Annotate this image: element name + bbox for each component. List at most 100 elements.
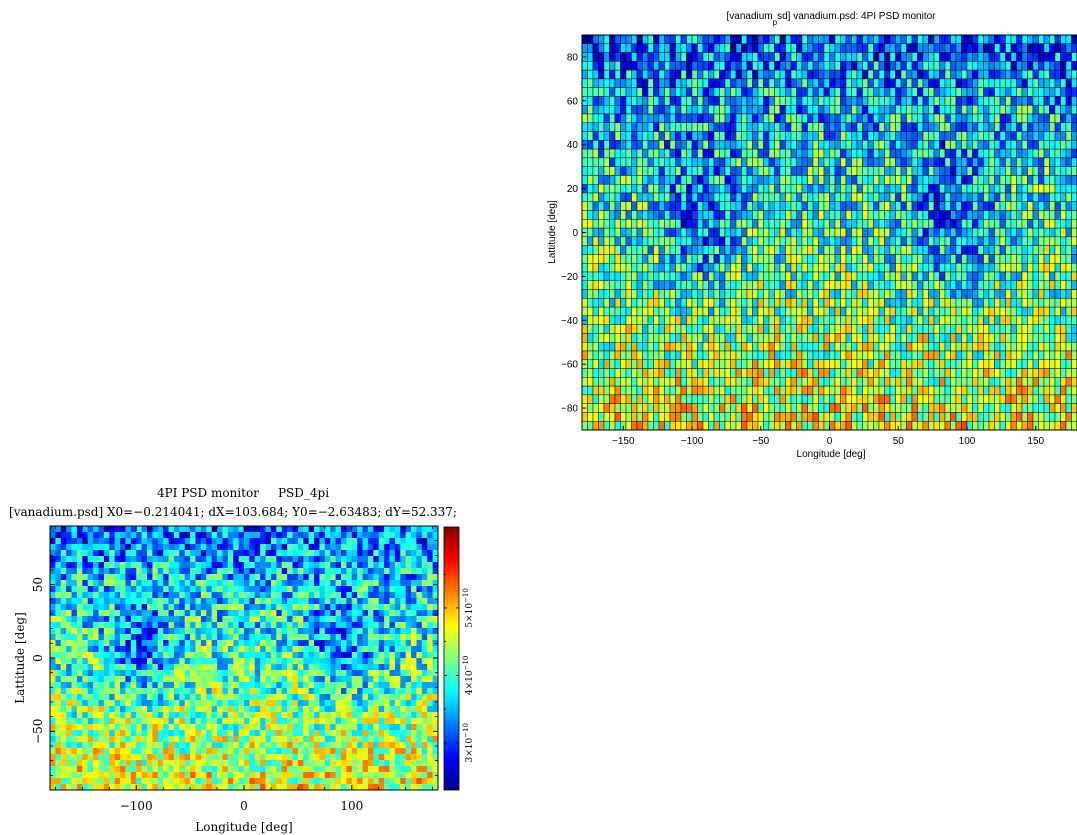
heatmap-cell bbox=[746, 219, 753, 229]
heatmap-cell bbox=[724, 201, 731, 211]
heatmap-cell bbox=[373, 592, 380, 599]
heatmap-cell bbox=[636, 61, 643, 71]
heatmap-cell bbox=[592, 43, 599, 53]
heatmap-cell bbox=[851, 52, 858, 62]
heatmap-cell bbox=[200, 532, 207, 539]
heatmap-cell bbox=[276, 580, 283, 587]
heatmap-cell bbox=[120, 598, 126, 605]
heatmap-cell bbox=[708, 315, 715, 325]
heatmap-cell bbox=[647, 394, 654, 404]
heatmap-cell bbox=[1038, 87, 1045, 97]
heatmap-cell bbox=[1005, 219, 1012, 229]
heatmap-cell bbox=[362, 580, 369, 587]
heatmap-cell bbox=[702, 350, 709, 361]
heatmap-cell bbox=[1010, 333, 1017, 343]
heatmap-cell bbox=[686, 192, 693, 203]
heatmap-cell bbox=[592, 324, 599, 334]
heatmap-cell bbox=[362, 562, 369, 569]
heatmap-cell bbox=[851, 227, 858, 238]
heatmap-cell bbox=[856, 131, 863, 141]
heatmap-cell bbox=[98, 568, 105, 575]
heatmap-cell bbox=[862, 52, 869, 62]
heatmap-cell bbox=[928, 368, 935, 378]
heatmap-cell bbox=[367, 538, 374, 545]
heatmap-cell bbox=[114, 538, 121, 545]
heatmap-cell bbox=[884, 280, 891, 290]
heatmap-cell bbox=[862, 359, 869, 369]
heatmap-cell bbox=[303, 586, 309, 593]
heatmap-cell bbox=[297, 526, 304, 533]
heatmap-cell bbox=[114, 526, 121, 533]
heatmap-cell bbox=[691, 122, 698, 132]
heatmap-cell bbox=[829, 394, 836, 404]
heatmap-cell bbox=[856, 333, 863, 343]
heatmap-cell bbox=[774, 341, 781, 352]
heatmap-cell bbox=[163, 598, 169, 605]
heatmap-cell bbox=[603, 140, 610, 150]
heatmap-cell bbox=[614, 96, 621, 106]
heatmap-cell bbox=[867, 227, 874, 238]
heatmap-cell bbox=[1065, 315, 1072, 325]
heatmap-cell bbox=[961, 87, 968, 97]
heatmap-cell bbox=[928, 113, 935, 124]
heatmap-cell bbox=[950, 69, 957, 80]
heatmap-cell bbox=[625, 324, 632, 334]
heatmap-cell bbox=[136, 526, 142, 533]
heatmap-cell bbox=[421, 568, 428, 575]
heatmap-cell bbox=[1054, 219, 1061, 229]
heatmap-cell bbox=[735, 34, 742, 45]
heatmap-cell bbox=[335, 586, 342, 593]
heatmap-cell bbox=[1027, 403, 1034, 413]
heatmap-cell bbox=[933, 333, 940, 343]
heatmap-cell bbox=[195, 586, 202, 593]
heatmap-cell bbox=[719, 350, 726, 361]
heatmap-cell bbox=[1005, 289, 1012, 299]
heatmap-cell bbox=[587, 280, 594, 290]
heatmap-cell bbox=[1005, 122, 1012, 132]
heatmap-cell bbox=[669, 175, 676, 185]
heatmap-cell bbox=[71, 574, 78, 581]
heatmap-cell bbox=[702, 69, 709, 80]
heatmap-cell bbox=[416, 544, 423, 551]
heatmap-cell bbox=[697, 333, 704, 343]
heatmap-cell bbox=[1071, 377, 1077, 387]
heatmap-cell bbox=[856, 359, 863, 369]
heatmap-cell bbox=[961, 403, 968, 413]
heatmap-cell bbox=[125, 568, 132, 575]
heatmap-cell bbox=[823, 201, 830, 211]
heatmap-cell bbox=[114, 598, 121, 605]
heatmap-cell bbox=[71, 592, 78, 599]
heatmap-cell bbox=[55, 544, 62, 551]
heatmap-cell bbox=[373, 526, 380, 533]
heatmap-cell bbox=[60, 556, 67, 563]
heatmap-cell bbox=[631, 166, 638, 176]
heatmap-cell bbox=[983, 69, 990, 80]
heatmap-cell bbox=[779, 245, 786, 255]
heatmap-cell bbox=[686, 69, 693, 80]
heatmap-cell bbox=[1027, 52, 1034, 62]
heatmap-cell bbox=[1049, 359, 1056, 369]
heatmap-cell bbox=[1049, 192, 1056, 203]
heatmap-cell bbox=[713, 385, 720, 396]
heatmap-cell bbox=[1005, 394, 1012, 404]
heatmap-cell bbox=[98, 574, 105, 581]
heatmap-cell bbox=[950, 315, 957, 325]
heatmap-cell bbox=[130, 550, 137, 557]
heatmap-cell bbox=[702, 148, 709, 159]
heatmap-cell bbox=[675, 412, 682, 422]
heatmap-cell bbox=[999, 306, 1006, 317]
heatmap-cell bbox=[801, 368, 808, 378]
heatmap-cell bbox=[812, 157, 819, 167]
heatmap-cell bbox=[581, 420, 588, 431]
heatmap-cell bbox=[862, 227, 869, 238]
heatmap-cell bbox=[746, 148, 753, 159]
heatmap-cell bbox=[829, 52, 836, 62]
heatmap-cell bbox=[873, 157, 880, 167]
heatmap-cell bbox=[994, 34, 1001, 45]
heatmap-cell bbox=[966, 34, 973, 45]
heatmap-cell bbox=[961, 78, 968, 88]
heatmap-cell bbox=[620, 61, 627, 71]
heatmap-cell bbox=[592, 157, 599, 167]
heatmap-cell bbox=[636, 43, 643, 53]
heatmap-cell bbox=[686, 368, 693, 378]
